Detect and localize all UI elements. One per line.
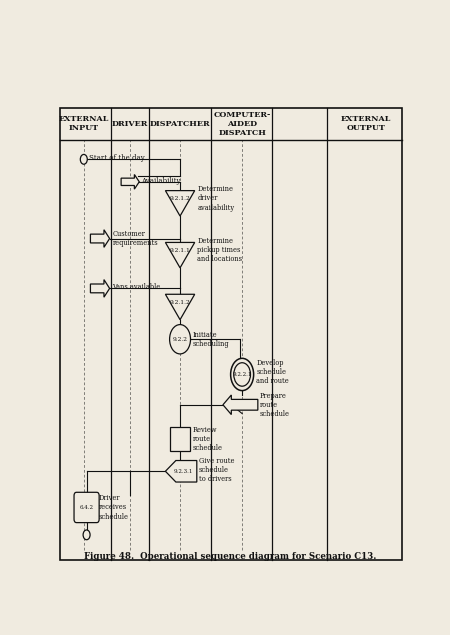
Text: 9.2.1.2: 9.2.1.2 [170,300,190,305]
Text: DRIVER: DRIVER [112,120,148,128]
Text: 9.2.1.1: 9.2.1.1 [170,248,190,253]
Text: Develop
schedule
and route: Develop schedule and route [256,359,289,385]
Polygon shape [166,294,195,319]
Circle shape [234,363,251,386]
Text: 9.2.2.1: 9.2.2.1 [233,372,252,377]
Circle shape [170,324,190,354]
Text: Review
route
schedule: Review route schedule [193,426,222,452]
FancyBboxPatch shape [74,492,99,523]
Text: Determine
driver
availability: Determine driver availability [198,185,234,211]
Text: 9.2.3.1: 9.2.3.1 [173,469,193,474]
Circle shape [231,358,254,391]
Text: COMPUTER-
AIDED
DISPATCH: COMPUTER- AIDED DISPATCH [213,110,271,137]
Text: EXTERNAL
OUTPUT: EXTERNAL OUTPUT [341,116,391,133]
Text: Driver
receives
schedule: Driver receives schedule [99,494,129,521]
Circle shape [83,530,90,540]
Text: Figure 48.  Operational sequence diagram for Scenario C13.: Figure 48. Operational sequence diagram … [85,552,377,561]
Polygon shape [166,243,195,268]
Polygon shape [121,175,139,189]
Polygon shape [166,190,195,216]
Text: Give route
schedule
to drivers: Give route schedule to drivers [199,457,234,483]
Bar [171,427,189,451]
Polygon shape [223,395,258,415]
Polygon shape [90,279,110,297]
Text: EXTERNAL
INPUT: EXTERNAL INPUT [58,116,109,133]
Text: Initiate
scheduling: Initiate scheduling [192,331,229,348]
Text: DISPATCHER: DISPATCHER [150,120,210,128]
Text: Customer
requirements: Customer requirements [112,230,158,247]
Text: Determine
pickup times
and locations: Determine pickup times and locations [198,237,243,264]
Text: 9.2.2: 9.2.2 [172,337,188,342]
Text: Start of the day: Start of the day [89,154,145,163]
Polygon shape [90,230,110,248]
Text: 9.2.1.2: 9.2.1.2 [170,196,190,201]
Text: 6.4.2: 6.4.2 [80,505,94,510]
Circle shape [80,154,87,164]
Polygon shape [166,460,197,482]
Text: Prepare
route
schedule: Prepare route schedule [260,392,289,418]
Text: Vans available: Vans available [112,283,161,291]
Text: Availability: Availability [141,177,180,185]
